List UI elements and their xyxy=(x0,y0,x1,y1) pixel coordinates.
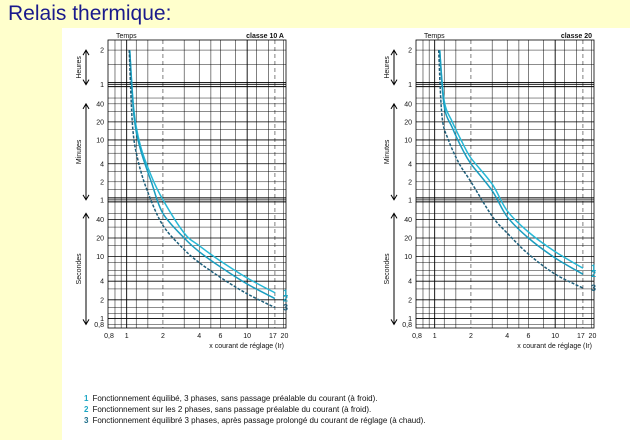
legend: 1 Fonctionnement équilibé, 3 phases, sans… xyxy=(84,393,426,426)
class-10a-bracket-arrow xyxy=(82,194,90,201)
class-10a-y-tick-label: 1 xyxy=(100,197,104,204)
class-20-y-tick-label: 4 xyxy=(408,161,412,168)
class-20-x-tick-label: 17 xyxy=(577,333,585,340)
legend-item-1: 1 Fonctionnement équilibé, 3 phases, sans… xyxy=(84,393,426,404)
class-20-x-tick-label: 4 xyxy=(505,333,509,340)
class-20-y-tick-label: 2 xyxy=(408,297,412,304)
figure-panel: Heures Minutes Secondes 2 1 40 20 10 4 2 1 40 20 10 4 2… xyxy=(62,28,630,440)
class-20-bracket-arrow xyxy=(390,79,398,86)
class-10a-y-tick-label: 2 xyxy=(100,179,104,186)
class-20-y-tick-label: 10 xyxy=(404,137,412,144)
class-10a-y-tick-label: 1 xyxy=(100,82,104,89)
class-20-y-tick-label: 2 xyxy=(408,179,412,186)
class-20-series-3-label: 3 xyxy=(591,283,596,293)
class-10a-series-1-label: 1 xyxy=(283,288,288,298)
class-10a-y-tick-label: 0,8 xyxy=(94,322,104,329)
class-20-y-tick-label: 20 xyxy=(404,119,412,126)
class-20-y-tick-label: 2 xyxy=(408,48,412,55)
class-10a-y-tick-label: 4 xyxy=(100,279,104,286)
legend-num-2: 2 xyxy=(84,405,89,414)
class-10a-series-2-line xyxy=(128,50,276,300)
class-10a-section-label: Secondes xyxy=(76,253,83,285)
class-10a-chart-title: classe 10 A xyxy=(246,33,284,40)
class-10a-bracket-arrow xyxy=(82,319,90,326)
class-10a-x-tick-label: 4 xyxy=(197,333,201,340)
class-10a-section-label: Heures xyxy=(76,56,83,79)
class-20-bracket-arrow xyxy=(390,49,398,56)
class-20-chart-title: classe 20 xyxy=(561,33,592,40)
legend-text-1: Fonctionnement équilibé, 3 phases, sans … xyxy=(92,394,378,403)
class-10a-series-3-label: 3 xyxy=(283,303,288,313)
slide-title: Relais thermique: xyxy=(8,2,172,25)
legend-num-3: 3 xyxy=(84,416,89,425)
class-20-x-tick-label: 6 xyxy=(526,333,530,340)
class-20-section-label: Heures xyxy=(384,56,391,79)
class-10a-bracket-arrow xyxy=(82,212,90,219)
class-20-x-tick-label: 20 xyxy=(589,333,597,340)
class-20-series-2-label: 2 xyxy=(591,269,596,279)
class-20-y-tick-label: 0,8 xyxy=(402,322,412,329)
class-10a-y-tick-label: 10 xyxy=(96,254,104,261)
class-10a-y-tick-label: 20 xyxy=(96,119,104,126)
class-10a-y-tick-label: 1 xyxy=(100,316,104,323)
class-10a-x-tick-label: 2 xyxy=(161,333,165,340)
class-20-x-tick-label: 1 xyxy=(433,333,437,340)
class-20-bracket-arrow xyxy=(390,319,398,326)
class-10a-y-axis-title: Temps xyxy=(116,33,137,40)
chart-2: HeuresMinutesSecondes2140201042140201042… xyxy=(384,33,596,350)
class-10a-x-tick-label: 0,8 xyxy=(104,333,114,340)
class-10a-series-3-line xyxy=(128,50,276,309)
class-20-series-3-line xyxy=(437,50,584,289)
class-10a-y-tick-label: 40 xyxy=(96,101,104,108)
class-10a-y-tick-label: 40 xyxy=(96,217,104,224)
class-10a-section-label: Minutes xyxy=(76,139,83,164)
class-20-series-2-line xyxy=(438,50,584,275)
class-20-y-tick-label: 1 xyxy=(408,316,412,323)
class-20-x-tick-label: 2 xyxy=(469,333,473,340)
class-10a-x-tick-label: 20 xyxy=(281,333,289,340)
class-20-x-tick-label: 10 xyxy=(551,333,559,340)
class-10a-plot-frame xyxy=(107,39,287,329)
class-10a-bracket-arrow xyxy=(82,49,90,56)
class-10a-x-tick-label: 10 xyxy=(243,333,251,340)
class-10a-series-2-label: 2 xyxy=(283,293,288,303)
legend-text-2: Fonctionnement sur les 2 phases, sans pa… xyxy=(92,405,372,414)
class-10a-bracket-arrow xyxy=(82,79,90,86)
class-20-y-tick-label: 1 xyxy=(408,197,412,204)
class-10a-x-tick-label: 6 xyxy=(218,333,222,340)
class-20-x-tick-label: 0,8 xyxy=(412,333,422,340)
class-20-bracket-arrow xyxy=(390,212,398,219)
class-10a-x-tick-label: 17 xyxy=(269,333,277,340)
class-10a-y-tick-label: 2 xyxy=(100,48,104,55)
class-20-series-1-line xyxy=(438,50,584,269)
class-20-bracket-arrow xyxy=(390,194,398,201)
class-20-section-label: Secondes xyxy=(384,253,391,285)
class-20-y-axis-title: Temps xyxy=(424,33,445,40)
class-10a-y-tick-label: 20 xyxy=(96,235,104,242)
class-10a-x-tick-label: 1 xyxy=(125,333,129,340)
class-20-y-tick-label: 40 xyxy=(404,101,412,108)
class-20-bracket-arrow xyxy=(390,102,398,110)
chart-1: HeuresMinutesSecondes2140201042140201042… xyxy=(76,33,288,350)
class-20-y-tick-label: 20 xyxy=(404,235,412,242)
class-20-section-label: Minutes xyxy=(384,139,391,164)
class-20-y-tick-label: 40 xyxy=(404,217,412,224)
class-20-y-tick-label: 10 xyxy=(404,254,412,261)
charts-svg: HeuresMinutesSecondes2140201042140201042… xyxy=(76,33,596,350)
class-10a-y-tick-label: 4 xyxy=(100,161,104,168)
class-10a-x-axis-title: x courant de réglage (Ir) xyxy=(209,343,284,350)
class-20-y-tick-label: 1 xyxy=(408,82,412,89)
class-10a-y-tick-label: 10 xyxy=(96,137,104,144)
legend-num-1: 1 xyxy=(84,394,89,403)
class-10a-y-tick-label: 2 xyxy=(100,297,104,304)
legend-text-3: Fonctionnement équilibré 3 phases, après… xyxy=(92,416,426,425)
class-10a-bracket-arrow xyxy=(82,102,90,110)
class-20-series-1-label: 1 xyxy=(591,263,596,273)
legend-item-2: 2 Fonctionnement sur les 2 phases, sans p… xyxy=(84,404,426,415)
legend-item-3: 3 Fonctionnement équilibré 3 phases, aprè… xyxy=(84,415,426,426)
class-20-x-axis-title: x courant de réglage (Ir) xyxy=(517,343,592,350)
class-20-y-tick-label: 4 xyxy=(408,279,412,286)
